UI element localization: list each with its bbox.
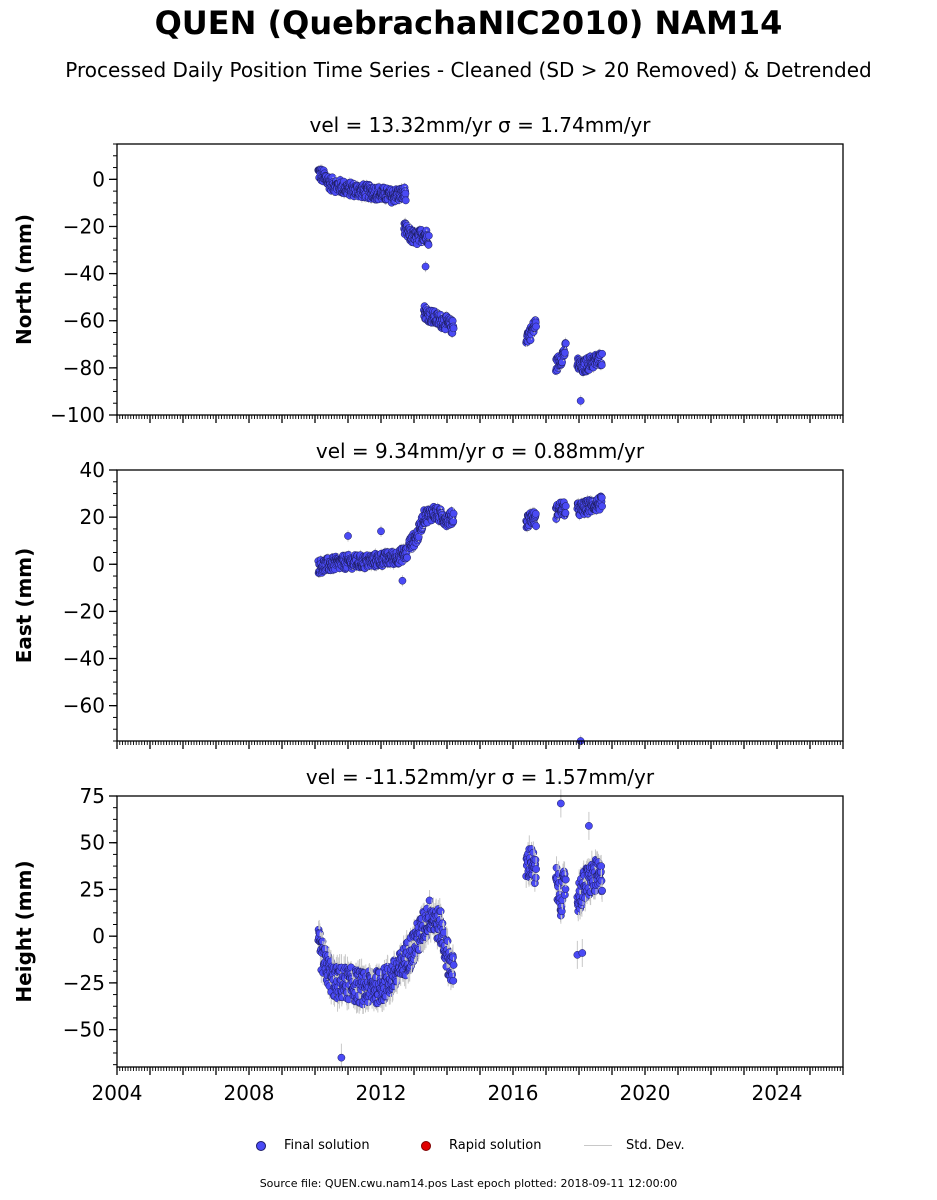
data-point — [597, 493, 606, 502]
y-tick-label: −100 — [50, 403, 105, 427]
data-point — [532, 322, 540, 331]
y-axis-label-north: North (mm) — [12, 214, 36, 345]
data-point — [449, 324, 458, 333]
data-point — [561, 875, 570, 884]
data-point — [377, 527, 385, 536]
data-point — [443, 937, 452, 945]
subtitle: Processed Daily Position Time Series - C… — [65, 58, 872, 82]
y-tick-label: −80 — [63, 356, 105, 380]
data-point — [597, 862, 606, 871]
legend: Final solution Rapid solution Std. Dev. — [0, 1138, 937, 1158]
x-tick-label: 2024 — [752, 1081, 803, 1105]
data-points-height — [314, 789, 606, 1072]
data-point — [424, 241, 433, 249]
legend-item-stddev: Std. Dev. — [584, 1138, 685, 1153]
data-point — [597, 876, 606, 885]
data-point — [561, 509, 570, 517]
y-tick-label: 50 — [80, 831, 105, 855]
source-footer: Source file: QUEN.cwu.nam14.pos Last epo… — [259, 1177, 678, 1190]
data-point — [598, 502, 606, 511]
data-point — [421, 262, 430, 271]
panel-north: vel = 13.32mm/yr σ = 1.74mm/yr North (mm)… — [12, 113, 844, 427]
y-axis-label-east: East (mm) — [12, 548, 36, 664]
y-tick-label: 0 — [92, 167, 105, 191]
y-tick-label: −60 — [63, 694, 105, 718]
y-tick-label: −20 — [63, 599, 105, 623]
y-tick-label: 20 — [80, 505, 105, 529]
x-tick-label: 2016 — [488, 1081, 539, 1105]
axes-frame-north — [116, 143, 844, 416]
data-point — [531, 509, 540, 518]
data-points-north — [314, 164, 606, 407]
data-point — [403, 553, 411, 562]
panel-title-north: vel = 13.32mm/yr σ = 1.74mm/yr — [310, 113, 652, 137]
y-tick-label: −50 — [63, 1018, 105, 1042]
data-point — [557, 799, 565, 808]
data-point — [344, 532, 352, 540]
y-tick-label: 40 — [80, 458, 105, 482]
panel-height: vel = -11.52mm/yr σ = 1.57mm/yr Height (m… — [12, 765, 844, 1105]
data-point — [578, 949, 587, 957]
legend-label-rapid: Rapid solution — [449, 1138, 542, 1153]
axes-frame-height — [116, 795, 844, 1068]
data-point — [425, 231, 433, 240]
data-point — [561, 502, 570, 510]
data-point — [532, 865, 540, 873]
data-points-east — [314, 492, 606, 747]
data-point — [449, 953, 457, 962]
y-tick-label: −60 — [63, 309, 105, 333]
main-title: QUEN (QuebrachaNIC2010) NAM14 — [154, 4, 783, 42]
y-tick-label: −40 — [63, 262, 105, 286]
y-axis-label-height: Height (mm) — [12, 860, 36, 1002]
data-point — [398, 576, 407, 585]
panel-east: vel = 9.34mm/yr σ = 0.88mm/yr East (mm) 40… — [12, 439, 844, 749]
final-solution-marker-icon — [256, 1140, 266, 1151]
axes-frame-east — [116, 469, 844, 742]
data-point — [561, 348, 569, 357]
data-point — [449, 509, 458, 518]
y-tick-label: 25 — [80, 877, 105, 901]
data-point — [561, 339, 570, 348]
legend-label-stddev: Std. Dev. — [626, 1138, 685, 1153]
y-tick-label: −25 — [63, 971, 105, 995]
legend-item-final: Final solution — [256, 1138, 370, 1153]
rapid-solution-marker-icon — [421, 1140, 431, 1151]
y-tick-label: 0 — [92, 924, 105, 948]
data-point — [531, 856, 540, 864]
x-tick-label: 2012 — [356, 1081, 407, 1105]
y-tick-label: −40 — [63, 647, 105, 671]
data-point — [401, 189, 410, 198]
data-point — [598, 349, 606, 358]
x-tick-label: 2020 — [620, 1081, 671, 1105]
data-point — [532, 522, 540, 530]
data-point — [436, 907, 445, 916]
std-dev-line-icon — [584, 1145, 612, 1146]
legend-item-rapid: Rapid solution — [421, 1138, 541, 1153]
data-point — [598, 886, 606, 895]
data-point — [401, 196, 410, 205]
data-point — [557, 907, 566, 916]
data-point — [449, 961, 458, 969]
y-tick-label: 75 — [80, 784, 105, 808]
data-point — [585, 822, 593, 830]
legend-label-final: Final solution — [284, 1138, 370, 1153]
y-tick-label: −20 — [63, 214, 105, 238]
x-tick-label: 2008 — [224, 1081, 275, 1105]
x-tick-label: 2004 — [92, 1081, 143, 1105]
data-point — [597, 361, 606, 369]
y-tick-label: 0 — [92, 552, 105, 576]
panel-title-height: vel = -11.52mm/yr σ = 1.57mm/yr — [306, 765, 655, 789]
panel-title-east: vel = 9.34mm/yr σ = 0.88mm/yr — [316, 439, 645, 463]
data-point — [576, 397, 585, 405]
data-point — [337, 1053, 346, 1062]
data-point — [449, 976, 458, 985]
